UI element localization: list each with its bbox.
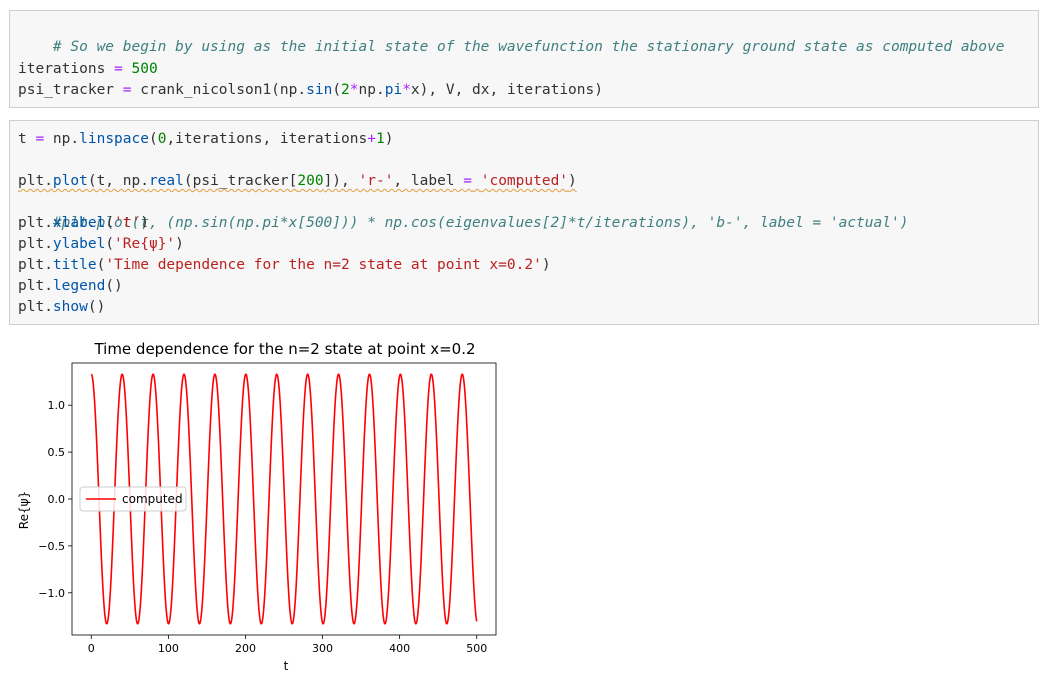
code-line-commented-plot: #plt.plot(t, (np.sin(np.pi*x[500])) * np… (18, 192, 909, 231)
num-token: 0 (157, 131, 167, 147)
code-line-ylabel: plt.ylabel('Re{ψ}') (18, 234, 184, 255)
code-token: plt. (18, 236, 53, 252)
var-token: iterations (18, 61, 106, 77)
fn-token: legend (52, 278, 106, 294)
code-token: ]), (323, 173, 359, 189)
x-tick-label: 400 (389, 642, 410, 655)
op-token: = (105, 61, 132, 77)
code-token: plt. (18, 278, 53, 294)
num-token: 2 (341, 82, 350, 98)
fn-token: linspace (79, 131, 149, 147)
code-token: plt. (18, 173, 53, 189)
chart-title: Time dependence for the n=2 state at poi… (93, 340, 475, 358)
comment-text: # So we begin by using as the initial st… (52, 39, 1005, 55)
y-tick-label: −1.0 (38, 587, 65, 600)
code-token (472, 173, 481, 189)
code-line-linspace: t = np.linspace(0,iterations, iterations… (18, 129, 393, 150)
fn-token: sin (306, 82, 333, 98)
series-line-computed (90, 373, 478, 625)
code-token: plt. (18, 215, 53, 231)
code-token: x), V, dx, iterations) (410, 82, 603, 98)
code-token: ) (541, 257, 551, 273)
op-token: * (402, 82, 411, 98)
code-token: () (87, 299, 106, 315)
fn-token: ylabel (52, 236, 106, 252)
code-token: psi_tracker (18, 82, 123, 98)
code-cell-2[interactable]: t = np.linspace(0,iterations, iterations… (9, 120, 1039, 325)
code-cell-1[interactable]: # So we begin by using as the initial st… (9, 10, 1039, 108)
x-tick-label: 500 (466, 642, 487, 655)
comment-text: #plt.plot(t, (np.sin(np.pi*x[500])) * np… (52, 215, 909, 231)
code-line-psi-tracker: psi_tracker = crank_nicolson1(np.sin(2*n… (18, 80, 603, 101)
code-token: ) (175, 236, 184, 252)
line-chart: Time dependence for the n=2 state at poi… (17, 340, 497, 673)
y-tick-label: 1.0 (48, 399, 66, 412)
x-tick-label: 300 (312, 642, 333, 655)
code-line-plot: plt.plot(t, np.real(psi_tracker[200]), '… (18, 171, 577, 192)
code-token: ( (105, 236, 115, 252)
code-token: (t, np. (87, 173, 149, 189)
y-axis-label: Re{ψ} (17, 491, 31, 529)
code-token: () (105, 278, 123, 294)
op-token: * (349, 82, 359, 98)
code-token: ,iterations, iterations (166, 131, 368, 147)
fn-token: pi (384, 82, 403, 98)
str-token: 't' (114, 215, 141, 231)
legend-label: computed (122, 492, 183, 506)
num-token: 500 (131, 61, 158, 77)
fn-token: title (52, 257, 97, 273)
code-token: ( (105, 215, 115, 231)
num-token: 1 (375, 131, 385, 147)
code-line-iterations: iterations = 500 (18, 59, 158, 80)
code-line-xlabel: plt.xlabel('t') (18, 213, 149, 234)
op-token: = (463, 173, 472, 189)
code-line-legend: plt.legend() (18, 276, 123, 297)
x-tick-label: 200 (235, 642, 256, 655)
num-token: 200 (297, 173, 324, 189)
y-tick-label: 0.5 (48, 446, 66, 459)
plot-output: Time dependence for the n=2 state at poi… (0, 330, 520, 679)
op-token: = (122, 82, 132, 98)
code-token: ( (148, 131, 158, 147)
fn-token: real (148, 173, 184, 189)
str-token: 'Time dependence for the n=2 state at po… (105, 257, 542, 273)
code-token: np. (358, 82, 385, 98)
code-token: np. (44, 131, 80, 147)
code-token: plt. (18, 299, 53, 315)
code-token: ) (568, 173, 577, 189)
code-token: ( (332, 82, 342, 98)
code-token: ) (384, 131, 394, 147)
code-token: crank_nicolson1(np. (131, 82, 307, 98)
y-tick-label: 0.0 (48, 493, 66, 506)
code-line-title: plt.title('Time dependence for the n=2 s… (18, 255, 551, 276)
op-token: = (35, 131, 45, 147)
code-token: (psi_tracker[ (183, 173, 298, 189)
fn-token: xlabel (52, 215, 106, 231)
op-token: + (367, 131, 376, 147)
y-tick-label: −0.5 (38, 540, 65, 553)
str-token: 'computed' (480, 173, 569, 189)
code-token: ( (96, 257, 106, 273)
code-token: ) (140, 215, 149, 231)
code-line-comment: # So we begin by using as the initial st… (18, 16, 1005, 55)
code-token: t (18, 131, 36, 147)
str-token: 'r-' (358, 173, 394, 189)
str-token: 'Re{ψ}' (114, 236, 176, 252)
code-token: plt. (18, 257, 53, 273)
fn-token: show (52, 299, 88, 315)
code-token: , label (393, 173, 464, 189)
legend-box (79, 486, 187, 512)
x-tick-label: 0 (88, 642, 95, 655)
fn-token: plot (52, 173, 88, 189)
code-line-show: plt.show() (18, 297, 105, 318)
x-axis-label: t (284, 659, 289, 673)
x-tick-label: 100 (158, 642, 179, 655)
